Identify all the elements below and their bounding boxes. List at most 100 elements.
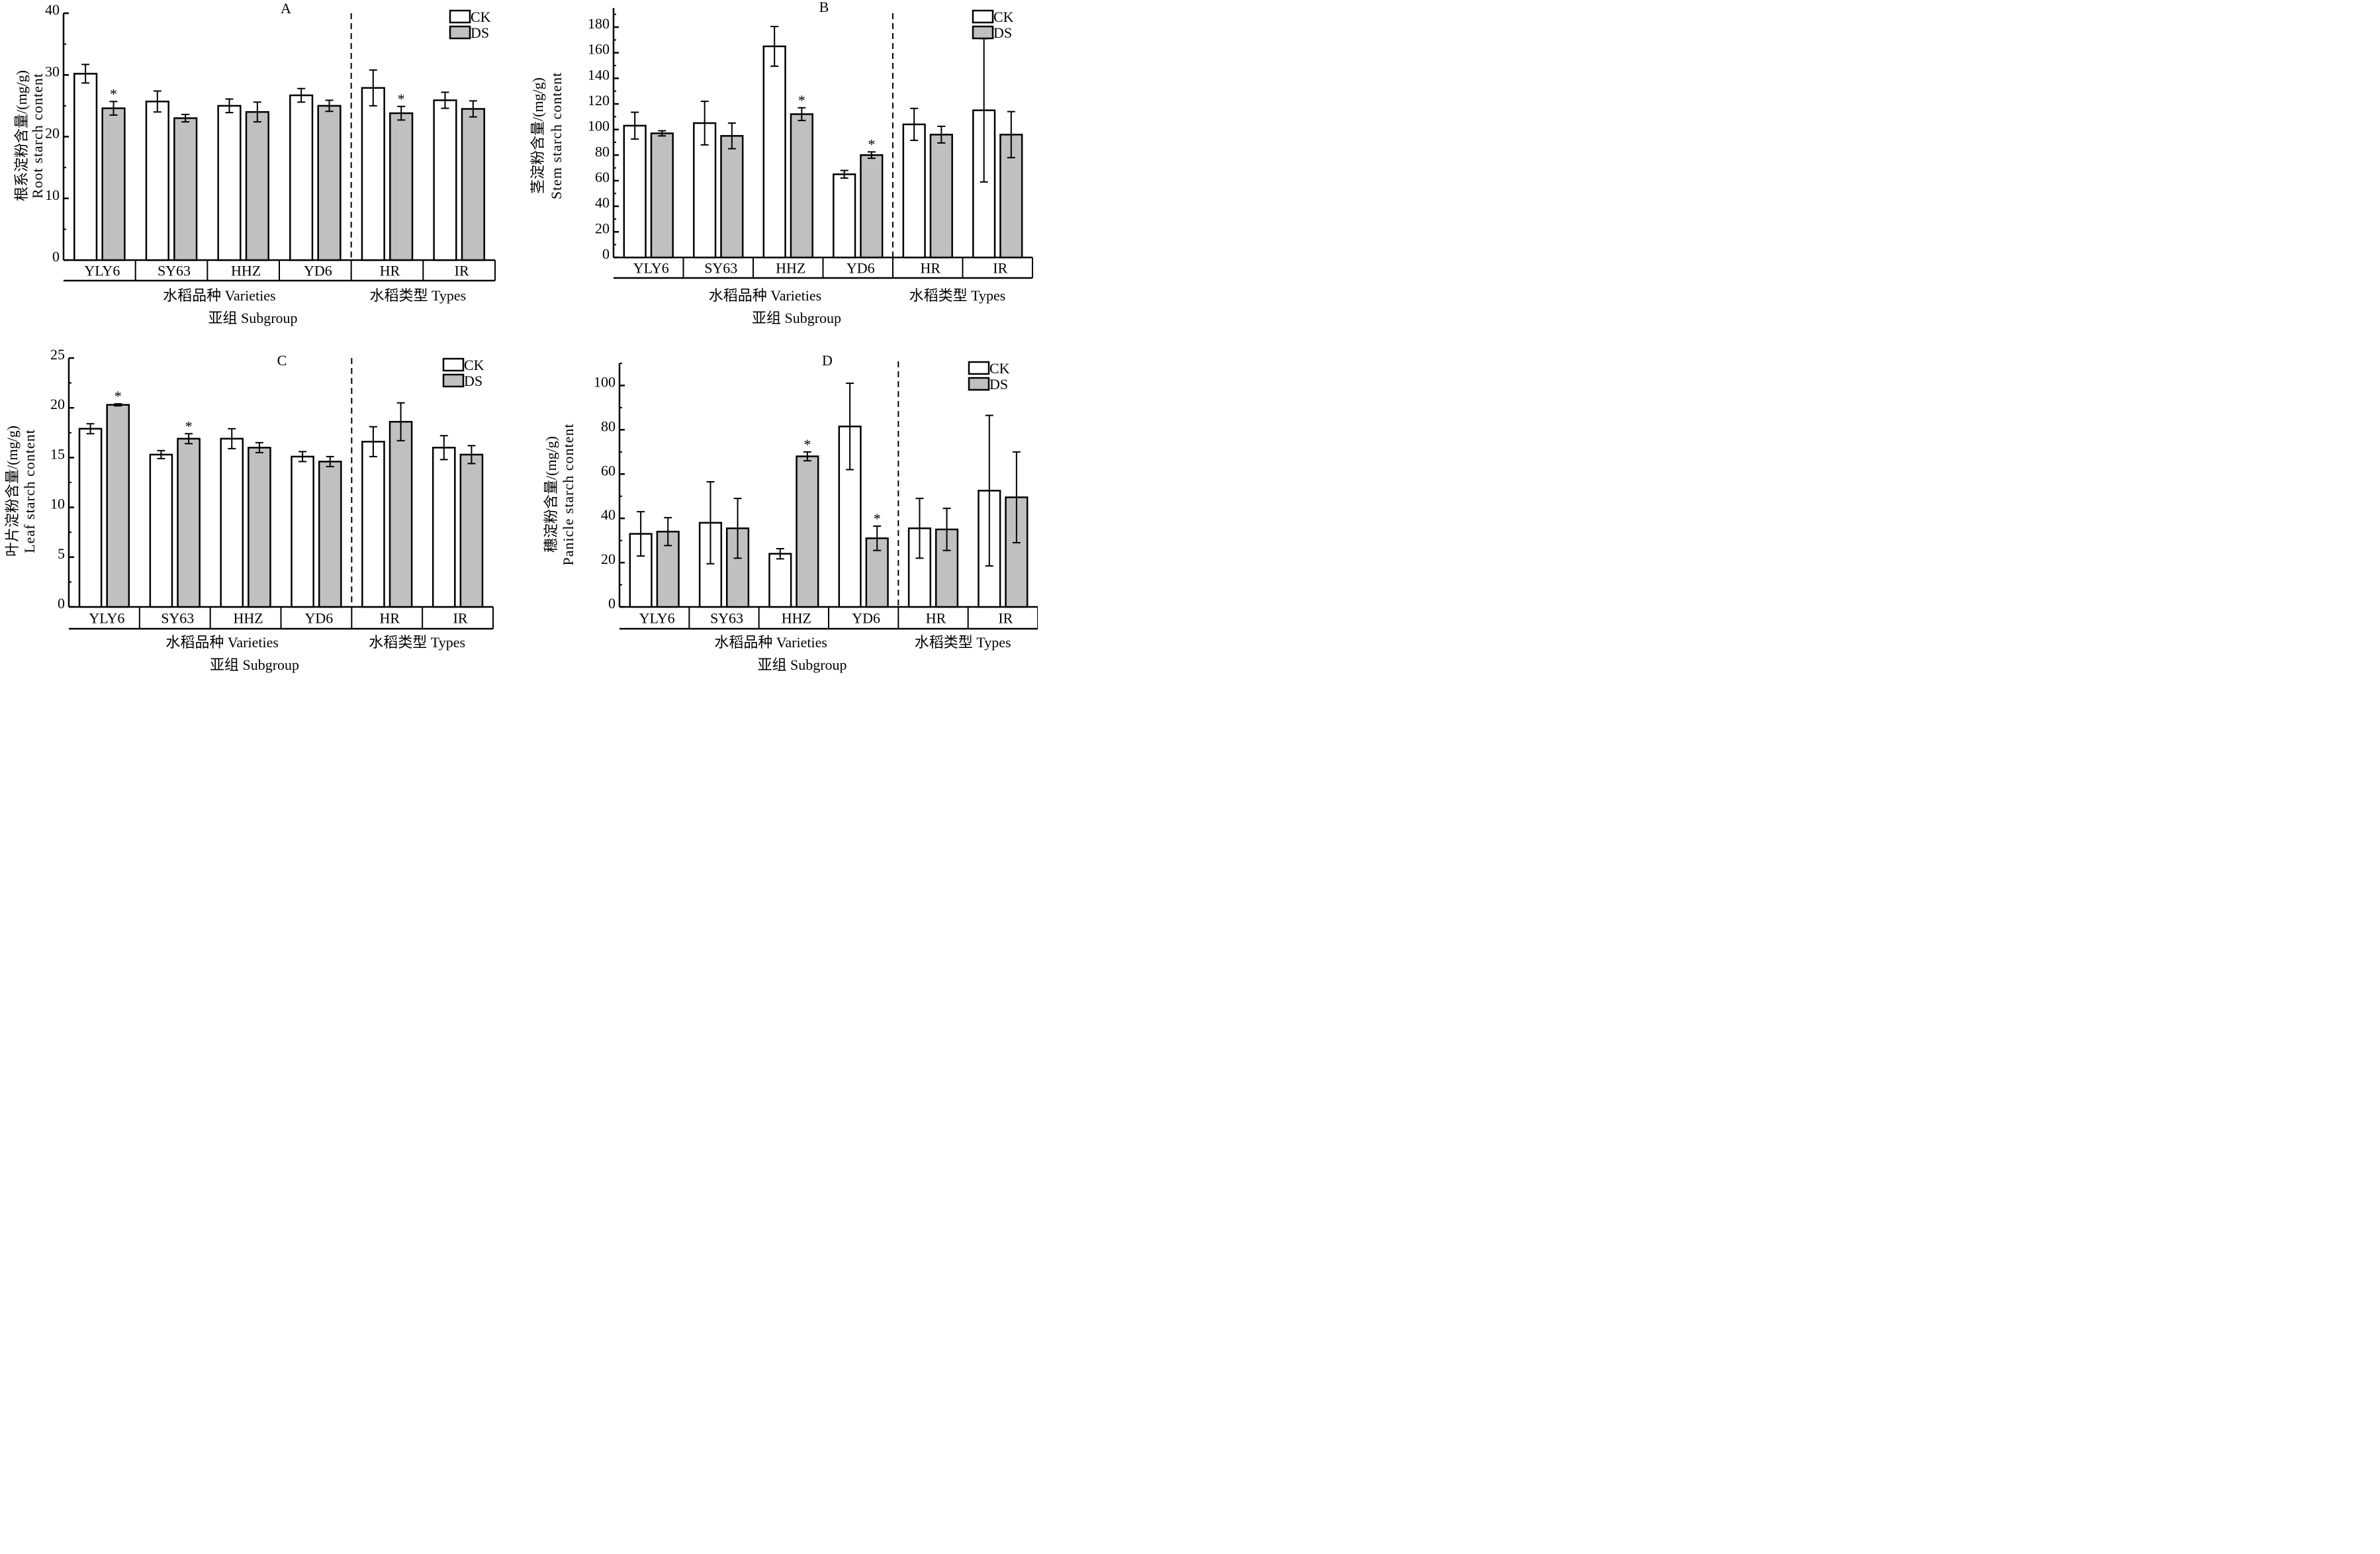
y-tick-label: 20 <box>45 125 60 142</box>
significance-asterisk: * <box>874 510 881 527</box>
bar-ck-yly6 <box>73 73 98 261</box>
legend-label-ck: CK <box>464 357 484 373</box>
bar-ds-hhz <box>245 111 269 261</box>
y-tick-label: 20 <box>50 396 65 412</box>
significance-asterisk: * <box>803 436 811 453</box>
bar-ds-yd6 <box>317 105 342 261</box>
x-axis-title-subgroup: 亚组 Subgroup <box>208 310 297 326</box>
category-label-yly6: YLY6 <box>84 263 120 279</box>
category-label-ir: IR <box>453 610 468 627</box>
bar-ds-yly6 <box>101 107 126 261</box>
y-tick-label: 140 <box>588 66 610 83</box>
significance-asterisk: * <box>798 92 805 109</box>
y-tick-label: 5 <box>58 545 65 562</box>
category-label-yly6: YLY6 <box>633 260 669 277</box>
category-label-yd6: YD6 <box>304 263 332 279</box>
y-tick-label: 0 <box>58 595 65 612</box>
significance-asterisk: * <box>185 418 193 434</box>
significance-asterisk: * <box>110 85 117 102</box>
category-label-hhz: HHZ <box>231 263 261 279</box>
y-tick-label: 100 <box>594 373 616 390</box>
legend-label-ds: DS <box>471 24 489 41</box>
category-label-ir: IR <box>998 610 1013 627</box>
bar-ck-hhz <box>768 553 792 608</box>
x-axis-title-subgroup: 亚组 Subgroup <box>210 657 299 673</box>
bar-ds-yd6 <box>318 461 342 608</box>
panel-a-root-starch: 0 10 20 30 40 YLY6 SY63 HHZ YD6 HR IR * * CK DS A 根系淀粉含量… <box>0 0 519 339</box>
y-tick-label: 160 <box>588 41 610 58</box>
bar-ds-sy63 <box>720 135 744 259</box>
y-tick-label: 40 <box>595 195 610 211</box>
category-label-hhz: HHZ <box>782 610 811 627</box>
y-axis-title-en: Stem starch content <box>548 72 565 200</box>
bar-ck-yd6 <box>833 173 856 259</box>
y-tick-label: 30 <box>45 63 60 79</box>
legend-swatch-ds <box>442 373 465 388</box>
legend-swatch-ds <box>972 25 994 40</box>
legend-swatch-ck <box>968 361 990 375</box>
legend-swatch-ds <box>449 25 471 40</box>
y-tick-label: 60 <box>601 462 616 479</box>
y-tick-label: 40 <box>601 506 616 523</box>
panel-c-leaf-starch: 0 5 10 15 20 25 YLY6 SY63 HHZ YD6 HR IR * * CK DS C 叶片淀粉含… <box>0 339 519 678</box>
legend-swatch-ck <box>972 9 994 24</box>
bar-chart-b: 0 20 40 60 80 100 120 140 160 180 YLY6 SY63 HHZ YD6 HR… <box>529 0 1033 326</box>
bar-ds-yd6 <box>860 154 884 259</box>
bar-ck-yly6 <box>78 428 103 608</box>
category-label-yd6: YD6 <box>852 610 880 627</box>
y-axis-title-en: Panicle starch content <box>560 423 576 565</box>
group-label-types: 水稻类型 Types <box>909 287 1006 304</box>
significance-asterisk: * <box>398 91 405 107</box>
bar-ck-ir <box>432 447 456 608</box>
y-axis-title-cn: 茎淀粉含量/(mg/g) <box>529 77 546 194</box>
y-tick-label: 15 <box>50 445 65 462</box>
category-label-hr: HR <box>380 263 400 279</box>
category-label-sy63: SY63 <box>710 610 743 627</box>
y-axis-title-en: Root starch content <box>29 73 46 199</box>
bar-ck-yd6 <box>289 94 314 261</box>
y-tick-label: 20 <box>601 551 616 567</box>
bar-ck-sy63 <box>145 101 169 261</box>
bar-ds-ir <box>461 108 485 261</box>
panel-b-stem-starch: 0 20 40 60 80 100 120 140 160 180 YLY6 SY63 HHZ YD6 HR… <box>519 0 1038 339</box>
bar-ds-sy63 <box>173 117 198 261</box>
y-tick-label: 180 <box>588 15 610 32</box>
legend-swatch-ck <box>442 357 465 372</box>
y-tick-label: 20 <box>595 220 610 236</box>
group-label-varieties: 水稻品种 Varieties <box>165 634 278 651</box>
bar-ck-hr <box>361 87 385 261</box>
category-label-hhz: HHZ <box>776 260 805 277</box>
y-tick-label: 120 <box>588 92 610 109</box>
bar-ck-sy63 <box>149 453 173 608</box>
group-label-varieties: 水稻品种 Varieties <box>163 287 275 304</box>
category-label-hr: HR <box>379 610 400 627</box>
legend-swatch-ds <box>968 377 990 391</box>
category-label-sy63: SY63 <box>704 260 737 277</box>
category-label-hr: HR <box>920 260 940 277</box>
legend-label-ck: CK <box>989 360 1010 377</box>
bar-ds-yly6 <box>650 132 674 259</box>
category-label-ir: IR <box>455 263 469 279</box>
bar-ds-yly6 <box>106 404 130 608</box>
y-tick-label: 40 <box>45 1 60 18</box>
y-tick-label: 80 <box>595 143 610 160</box>
bar-ck-hhz <box>220 437 244 608</box>
y-tick-label: 10 <box>50 496 65 512</box>
category-label-yd6: YD6 <box>305 610 334 627</box>
bar-ck-hr <box>361 441 385 608</box>
group-label-types: 水稻类型 Types <box>369 634 465 651</box>
bar-ck-yd6 <box>291 455 314 608</box>
y-axis-title-cn: 叶片淀粉含量/(mg/g) <box>4 426 21 557</box>
bar-ds-hhz <box>248 447 271 608</box>
y-tick-label: 10 <box>45 187 60 203</box>
bar-ds-hr <box>389 421 413 608</box>
y-axis-title-en: Leaf starch content <box>21 429 38 553</box>
bar-ck-ir <box>433 99 457 261</box>
y-tick-label: 0 <box>608 595 616 612</box>
bar-ck-hhz <box>217 105 242 261</box>
y-tick-label: 60 <box>595 169 610 185</box>
group-label-types: 水稻类型 Types <box>369 287 466 304</box>
category-label-hr: HR <box>926 610 946 627</box>
